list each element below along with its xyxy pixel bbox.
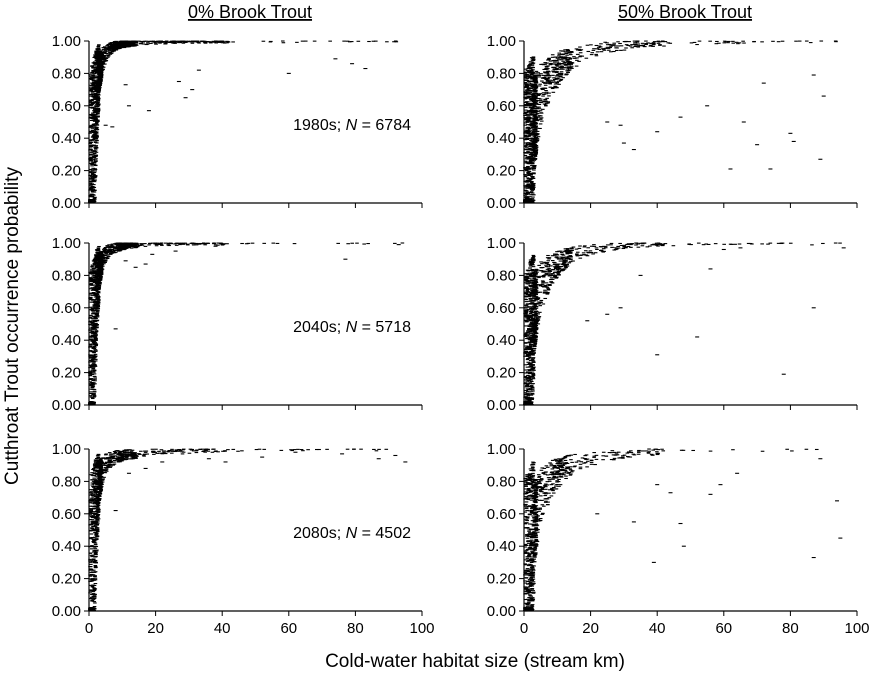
y-tick-label: 0.00 [487, 195, 516, 212]
scatter-panel-3: 0.00 0.20 0.40 0.60 0.80 1.00 [487, 235, 858, 414]
y-tick-label: 0.20 [487, 163, 516, 180]
y-tick-label: 0.40 [52, 130, 81, 147]
panel-annotation: 2040s; N = 5718 [293, 319, 411, 336]
y-tick-label: 1.00 [52, 33, 81, 50]
y-tick-label: 0.00 [487, 397, 516, 414]
scatter-points [523, 242, 846, 406]
y-tick-label: 0.20 [52, 163, 81, 180]
scatter-panel-1: 0.00 0.20 0.40 0.60 0.80 1.00 [487, 33, 858, 212]
panel-annotation: 1980s; N = 6784 [293, 117, 411, 134]
y-tick-label: 0.20 [52, 365, 81, 382]
scatter-points [88, 242, 405, 406]
y-tick-label: 0.60 [487, 98, 516, 115]
y-tick-label: 0.00 [52, 195, 81, 212]
scatter-panel-0: 0.00 0.20 0.40 0.60 0.80 1.00 1980s; N = 6784 [52, 33, 423, 212]
y-tick-label: 0.00 [52, 397, 81, 414]
y-tick-label: 1.00 [487, 235, 516, 252]
y-tick-label: 0.80 [52, 267, 81, 284]
y-tick-label: 0.40 [52, 332, 81, 349]
y-tick-label: 0.80 [487, 267, 516, 284]
y-tick-label: 0.80 [487, 65, 516, 82]
y-tick-label: 1.00 [487, 33, 516, 50]
y-tick-label: 0.40 [487, 332, 516, 349]
scatter-points [523, 40, 838, 204]
y-tick-label: 0.40 [487, 130, 516, 147]
scatter-panel-2: 0.00 0.20 0.40 0.60 0.80 1.00 2040s; N = 5718 [52, 235, 423, 414]
y-tick-label: 0.60 [52, 98, 81, 115]
y-tick-label: 1.00 [52, 235, 81, 252]
y-tick-label: 0.60 [52, 300, 81, 317]
y-tick-label: 0.20 [487, 365, 516, 382]
y-tick-label: 0.60 [487, 300, 516, 317]
y-tick-label: 0.80 [52, 65, 81, 82]
scatter-points [88, 40, 399, 204]
